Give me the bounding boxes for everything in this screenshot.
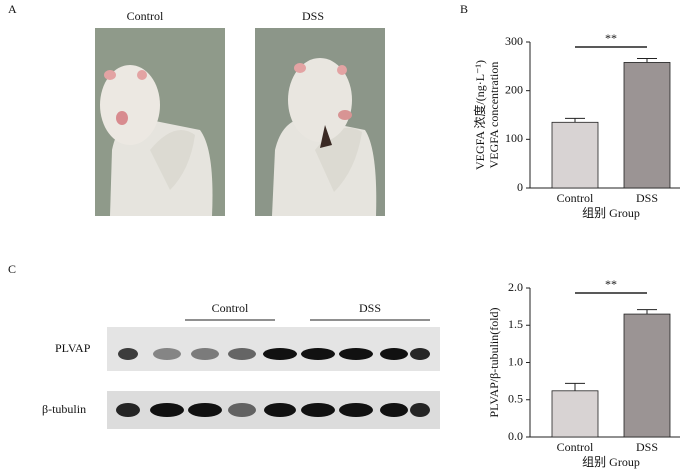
- blot-group-label: Control: [212, 301, 249, 315]
- y-tick-label: 2.0: [508, 280, 523, 294]
- photo: [95, 28, 225, 216]
- y-tick-label: 1.5: [508, 317, 523, 331]
- x-tick-label: Control: [557, 191, 594, 205]
- y-axis-label: VEGFA 浓度/(ng·L⁻¹): [472, 60, 487, 170]
- y-axis-label: PLVAP/β-tubulin(fold): [487, 307, 501, 417]
- photo: [255, 28, 385, 216]
- significance-label: **: [605, 31, 617, 45]
- blot-band: [150, 403, 184, 417]
- bar: [551, 390, 599, 438]
- blot-band: [410, 403, 430, 417]
- blot-band: [264, 403, 296, 417]
- panel-label: B: [460, 2, 468, 16]
- blot-band: [228, 403, 256, 417]
- blot-band: [191, 348, 219, 360]
- y-tick-label: 300: [505, 34, 523, 48]
- y-tick-label: 0.0: [508, 429, 523, 443]
- bar: [623, 62, 671, 189]
- y-tick-label: 1.0: [508, 354, 523, 368]
- x-tick-label: DSS: [636, 191, 658, 205]
- blot-band: [339, 348, 373, 360]
- blot-row-label: PLVAP: [55, 341, 91, 355]
- blot-band: [118, 348, 138, 360]
- blot-band: [188, 403, 222, 417]
- blot-band: [228, 348, 256, 360]
- photo-caption: DSS: [302, 9, 324, 23]
- blot-band: [153, 348, 181, 360]
- x-axis-label: 组别 Group: [582, 206, 640, 220]
- y-tick-label: 100: [505, 131, 523, 145]
- blot-band: [116, 403, 140, 417]
- bar: [623, 313, 671, 438]
- bar: [551, 121, 599, 189]
- x-tick-label: DSS: [636, 440, 658, 454]
- y-tick-label: 200: [505, 82, 523, 96]
- blot-band: [301, 403, 335, 417]
- blot-band: [263, 348, 297, 360]
- blot-band: [380, 348, 408, 360]
- panel-label: A: [8, 2, 17, 16]
- photo-caption: Control: [127, 9, 164, 23]
- y-axis-label: VEGFA concentration: [487, 62, 501, 169]
- significance-label: **: [605, 277, 617, 291]
- blot-band: [339, 403, 373, 417]
- blot-band: [380, 403, 408, 417]
- blot-band: [410, 348, 430, 360]
- y-tick-label: 0.5: [508, 392, 523, 406]
- blot-row-label: β-tubulin: [42, 402, 86, 416]
- blot-group-label: DSS: [359, 301, 381, 315]
- x-axis-label: 组别 Group: [582, 455, 640, 469]
- x-tick-label: Control: [557, 440, 594, 454]
- blot-band: [301, 348, 335, 360]
- panel-label: C: [8, 262, 16, 276]
- y-tick-label: 0: [517, 180, 523, 194]
- blot-bands: [116, 348, 430, 417]
